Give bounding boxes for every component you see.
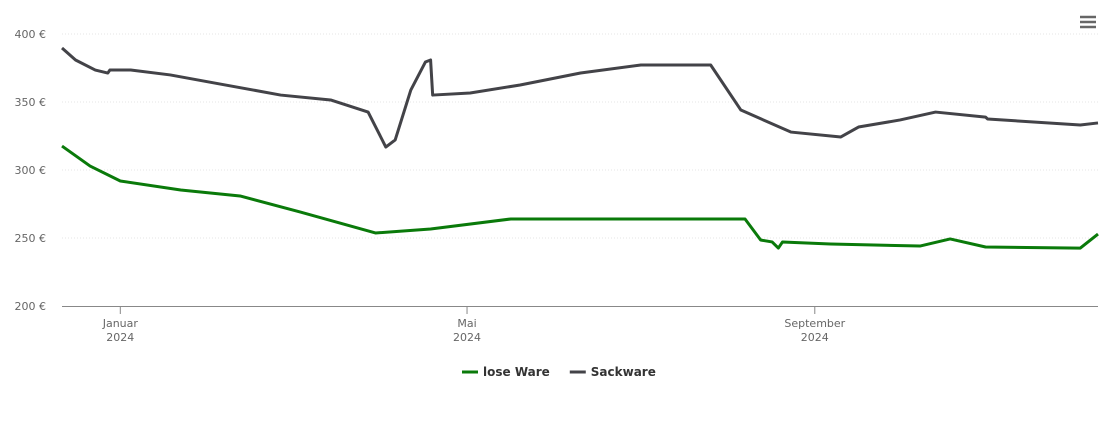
x-tick-label: Januar 2024: [102, 317, 139, 344]
x-tick-label-line: September: [784, 317, 845, 330]
y-tick-label: 200 €: [15, 300, 47, 313]
menu-button[interactable]: [1078, 14, 1098, 32]
legend-label: lose Ware: [483, 365, 550, 379]
legend-item[interactable]: lose Ware: [462, 365, 550, 379]
x-tick-label-line: Januar: [102, 317, 139, 330]
y-tick-label: 250 €: [15, 232, 47, 245]
legend-item[interactable]: Sackware: [569, 365, 656, 379]
x-tick-label: September 2024: [784, 317, 845, 344]
legend-label: Sackware: [591, 365, 656, 379]
x-tick-label-line: 2024: [801, 331, 829, 344]
y-tick-label: 350 €: [15, 96, 47, 109]
x-tick-label-line: 2024: [106, 331, 134, 344]
y-tick-label: 400 €: [15, 28, 47, 41]
y-tick-label: 300 €: [15, 164, 47, 177]
series-line: [61, 144, 1099, 250]
x-tick-label-line: 2024: [453, 331, 481, 344]
x-tick-label: Mai 2024: [453, 317, 481, 344]
series-line: [61, 46, 1099, 149]
x-tick-label-line: Mai: [457, 317, 476, 330]
